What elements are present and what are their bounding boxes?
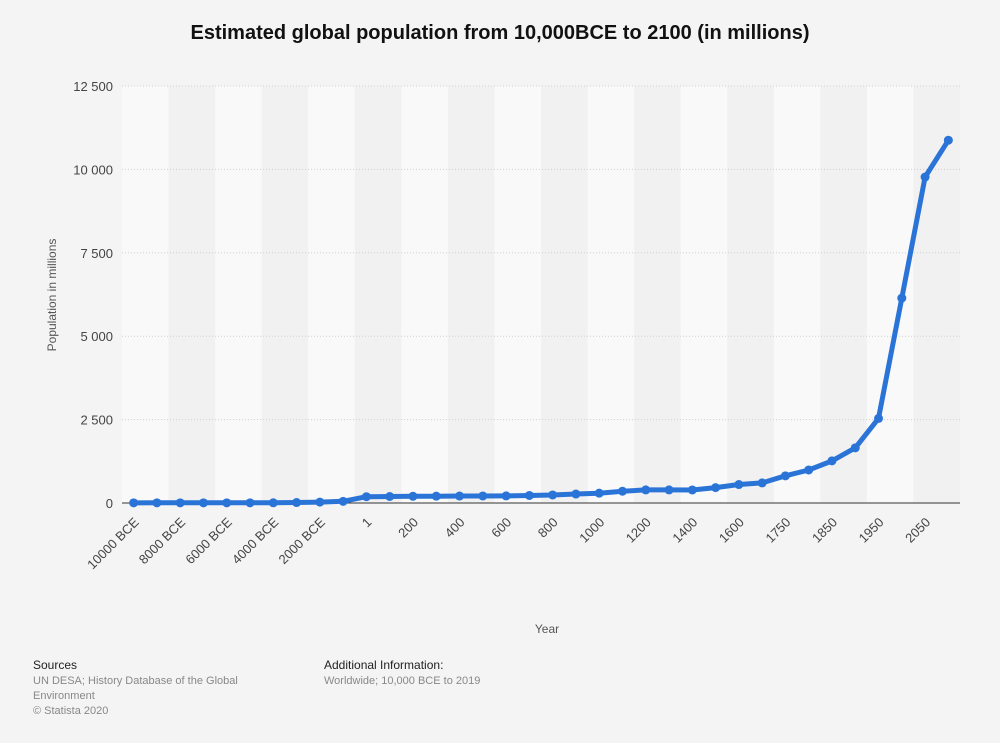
- data-point[interactable]: [245, 498, 255, 508]
- x-tick-label: 2050: [902, 515, 933, 546]
- footer-sources: Sources UN DESA; History Database of the…: [33, 658, 293, 719]
- sources-heading: Sources: [33, 658, 78, 672]
- x-tick-label: 10000 BCE: [84, 514, 142, 572]
- x-tick-label: 200: [395, 515, 421, 541]
- data-point[interactable]: [711, 483, 721, 493]
- data-point[interactable]: [338, 496, 348, 506]
- data-point[interactable]: [268, 498, 278, 508]
- data-point[interactable]: [361, 492, 371, 502]
- x-tick-label: 400: [442, 515, 468, 541]
- data-point[interactable]: [408, 491, 418, 501]
- y-tick-label: 5 000: [80, 329, 113, 344]
- data-point[interactable]: [175, 498, 185, 508]
- data-point[interactable]: [222, 498, 232, 508]
- data-point[interactable]: [664, 485, 674, 495]
- data-point[interactable]: [920, 172, 930, 182]
- data-point[interactable]: [315, 497, 325, 507]
- x-tick-label: 1850: [809, 515, 840, 546]
- background-band: [680, 86, 728, 503]
- x-tick-label: 2000 BCE: [275, 514, 328, 567]
- x-tick-label: 1200: [623, 515, 654, 546]
- data-point[interactable]: [548, 490, 558, 500]
- data-points: [129, 135, 953, 508]
- data-point[interactable]: [641, 485, 651, 495]
- background-band: [866, 86, 914, 503]
- y-tick-label: 2 500: [80, 413, 113, 428]
- background-bands: [122, 86, 960, 503]
- background-band: [447, 86, 495, 503]
- background-band: [913, 86, 960, 503]
- data-point[interactable]: [617, 486, 627, 496]
- background-band: [122, 86, 169, 503]
- y-tick-labels: 0 2 500 5 000 7 500 10 000 12 500: [73, 79, 113, 511]
- sources-line: Environment: [33, 690, 95, 702]
- x-tick-label: 8000 BCE: [136, 514, 189, 567]
- data-point[interactable]: [804, 465, 814, 475]
- background-band: [634, 86, 681, 503]
- additional-info-heading: Additional Information:: [324, 658, 444, 672]
- data-point[interactable]: [780, 471, 790, 481]
- data-point[interactable]: [129, 498, 139, 508]
- data-point[interactable]: [431, 491, 441, 501]
- data-point[interactable]: [571, 489, 581, 499]
- background-band: [773, 86, 821, 503]
- background-band: [308, 86, 355, 503]
- background-band: [494, 86, 541, 503]
- background-band: [401, 86, 448, 503]
- data-point[interactable]: [687, 485, 697, 495]
- background-band: [587, 86, 635, 503]
- data-point[interactable]: [478, 491, 488, 501]
- data-point[interactable]: [524, 490, 534, 500]
- data-point[interactable]: [827, 456, 837, 466]
- x-tick-label: 1750: [762, 515, 793, 546]
- x-tick-label: 1600: [716, 515, 747, 546]
- data-point[interactable]: [897, 293, 907, 303]
- x-axis-label: Year: [535, 622, 559, 636]
- data-point[interactable]: [874, 413, 884, 423]
- data-point[interactable]: [152, 498, 162, 508]
- background-band: [215, 86, 262, 503]
- data-point[interactable]: [501, 491, 511, 501]
- data-point[interactable]: [943, 135, 953, 145]
- data-point[interactable]: [594, 488, 604, 498]
- sources-line: UN DESA; History Database of the Global: [33, 675, 238, 687]
- background-band: [168, 86, 216, 503]
- data-point[interactable]: [455, 491, 465, 501]
- y-axis-label: Population in millions: [45, 239, 59, 352]
- x-tick-label: 1950: [856, 515, 887, 546]
- y-tick-label: 12 500: [73, 79, 113, 94]
- data-point[interactable]: [198, 498, 208, 508]
- data-point[interactable]: [292, 498, 302, 508]
- y-tick-label: 0: [106, 496, 113, 511]
- copyright-line: © Statista 2020: [33, 705, 109, 717]
- x-tick-label: 800: [535, 515, 561, 541]
- x-tick-label: 1: [359, 515, 375, 531]
- data-point[interactable]: [385, 491, 395, 501]
- background-band: [820, 86, 867, 503]
- background-band: [541, 86, 588, 503]
- y-tick-label: 7 500: [80, 246, 113, 261]
- x-tick-label: 1400: [669, 515, 700, 546]
- background-band: [727, 86, 774, 503]
- x-tick-label: 6000 BCE: [182, 514, 235, 567]
- x-tick-label: 1000: [576, 515, 607, 546]
- data-point[interactable]: [757, 478, 767, 488]
- y-tick-label: 10 000: [73, 162, 113, 177]
- data-point[interactable]: [734, 480, 744, 490]
- additional-info-text: Worldwide; 10,000 BCE to 2019: [324, 675, 481, 687]
- chart-title: Estimated global population from 10,000B…: [190, 22, 810, 44]
- footer-additional-info: Additional Information: Worldwide; 10,00…: [324, 658, 624, 689]
- background-band: [354, 86, 402, 503]
- x-tick-label: 4000 BCE: [229, 514, 282, 567]
- x-tick-label: 600: [488, 515, 514, 541]
- background-band: [261, 86, 309, 503]
- data-point[interactable]: [850, 443, 860, 453]
